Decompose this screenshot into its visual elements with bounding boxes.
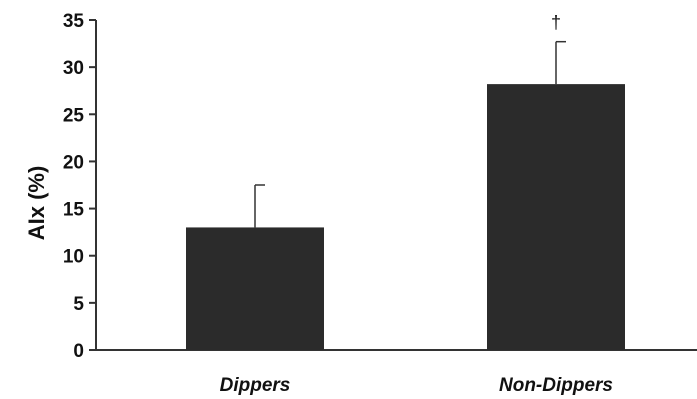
significance-marker: † bbox=[551, 13, 561, 33]
bars: † bbox=[186, 13, 625, 350]
y-tick-label: 20 bbox=[63, 152, 84, 173]
x-category-label: Dippers bbox=[220, 375, 291, 396]
y-tick-label: 0 bbox=[73, 341, 84, 362]
y-tick-label: 5 bbox=[73, 294, 84, 315]
y-tick-label: 30 bbox=[63, 58, 84, 79]
y-tick-label: 35 bbox=[63, 11, 85, 32]
x-category-label: Non-Dippers bbox=[499, 375, 613, 396]
y-axis-title: AIx (%) bbox=[24, 166, 49, 241]
y-axis: 0 5 10 15 20 25 30 35 bbox=[63, 11, 97, 362]
y-tick-label: 25 bbox=[63, 105, 85, 126]
x-axis: Dippers Non-Dippers bbox=[95, 349, 697, 396]
bar-dippers bbox=[186, 227, 324, 350]
y-tick-label: 15 bbox=[63, 200, 85, 221]
bar-non-dippers bbox=[487, 84, 625, 350]
y-tick-label: 10 bbox=[63, 247, 84, 268]
